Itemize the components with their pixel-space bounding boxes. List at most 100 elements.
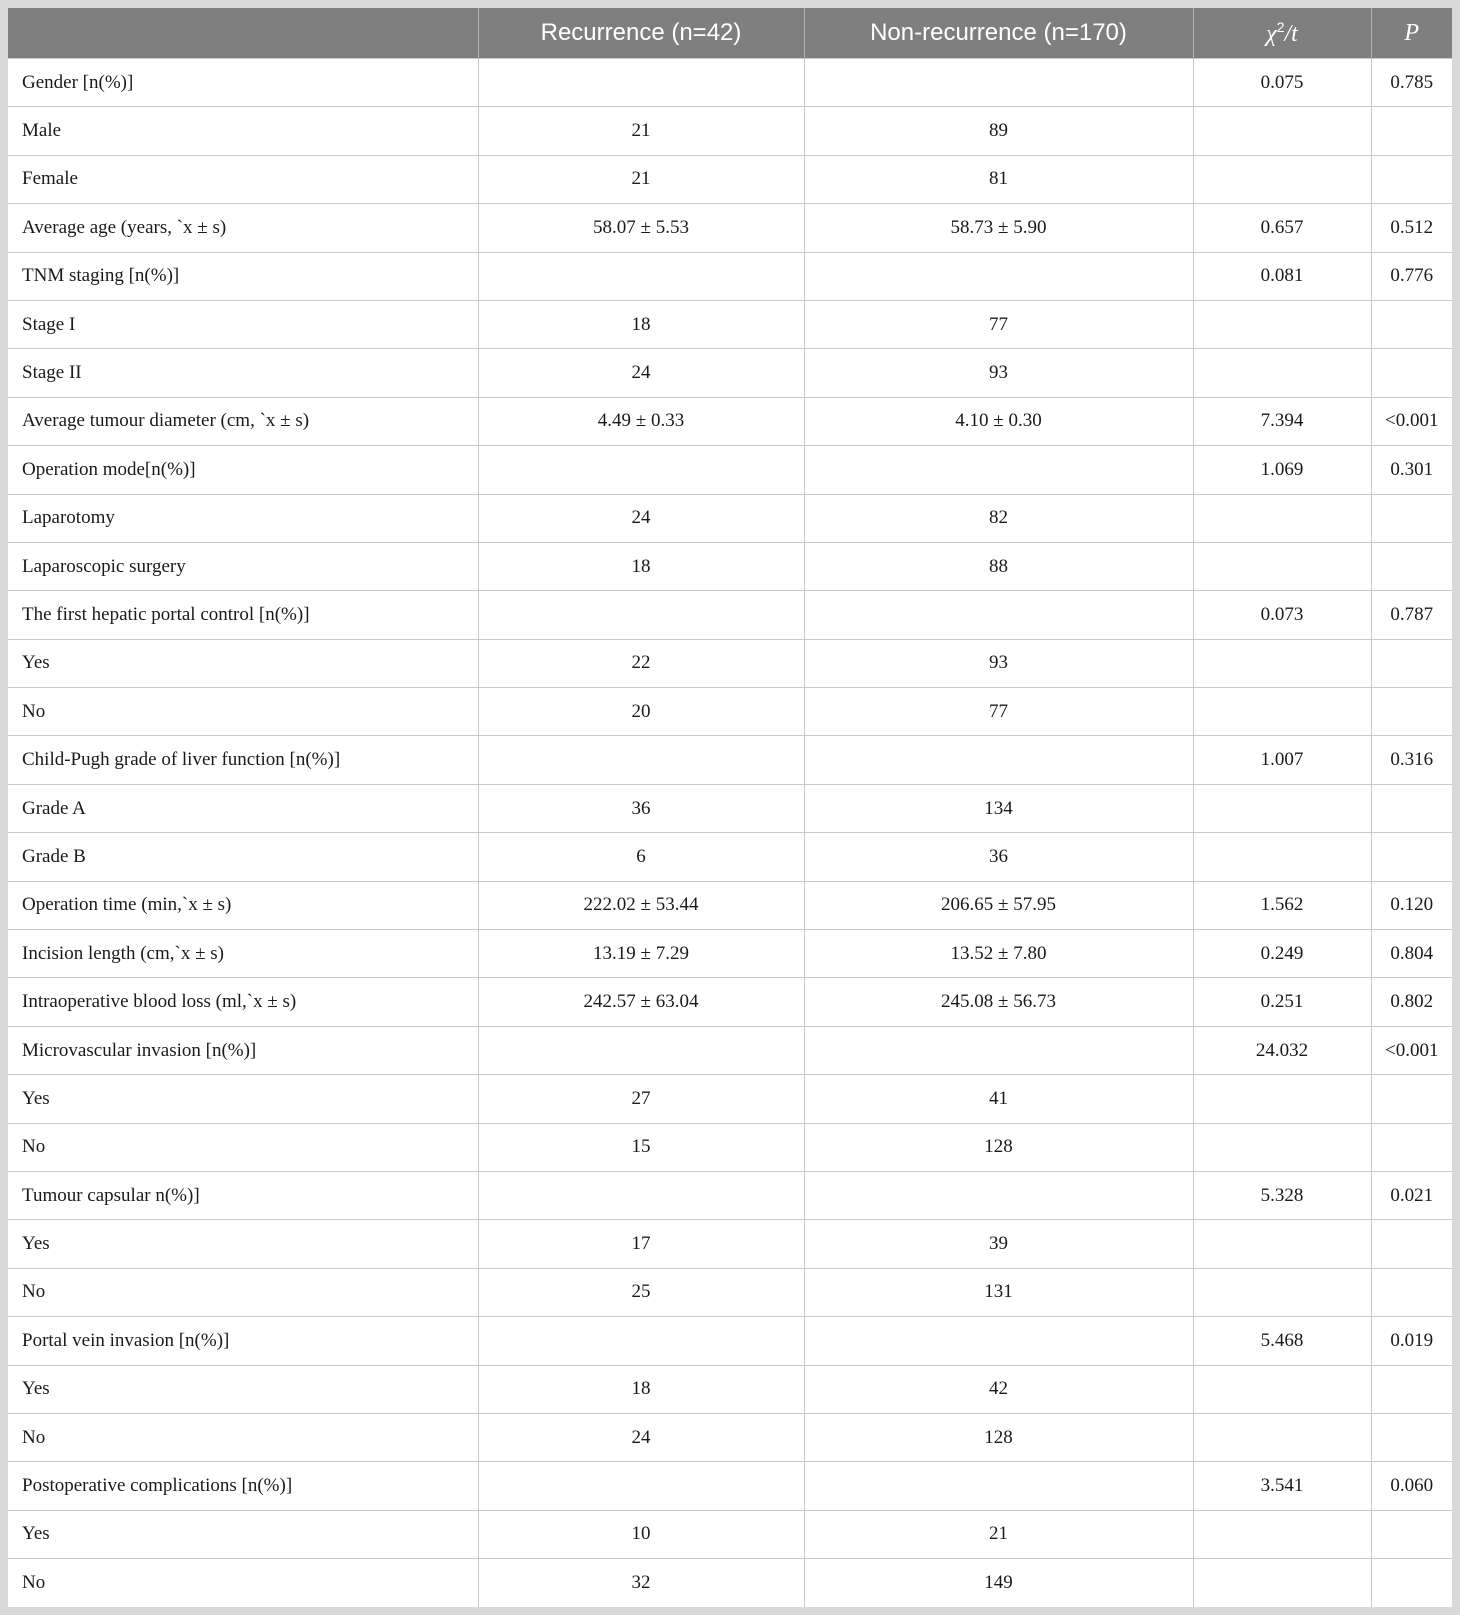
cell-p-value: 0.019 [1370,1316,1452,1366]
cell-statistic [1192,1122,1371,1172]
cell-p-value [1370,1074,1452,1124]
cell-statistic [1192,493,1371,543]
cell-variable: Yes [8,1364,478,1414]
cell-non-recurrence: 42 [803,1364,1193,1414]
cell-p-value [1370,1364,1452,1414]
table-row: Yes 10 21 [8,1509,1452,1559]
cell-statistic [1192,299,1371,349]
cell-non-recurrence [803,1170,1193,1220]
cell-statistic: 5.328 [1192,1170,1371,1220]
cell-statistic [1192,832,1371,882]
cell-statistic: 5.468 [1192,1316,1371,1366]
table-row: Intraoperative blood loss (ml,`x ± s) 242… [8,977,1452,1027]
table-row: The first hepatic portal control [n(%)] 0… [8,590,1452,640]
cell-p-value: <0.001 [1370,1025,1452,1075]
cell-variable: Male [8,106,478,156]
cell-statistic [1192,154,1371,204]
cell-variable: Female [8,154,478,204]
cell-variable: No [8,1558,478,1607]
cell-statistic: 0.081 [1192,251,1371,301]
cell-non-recurrence [803,445,1193,495]
cell-statistic [1192,783,1371,833]
cell-p-value [1370,1558,1452,1607]
cell-recurrence: 27 [477,1074,804,1124]
cell-recurrence: 20 [477,687,804,736]
cell-recurrence: 58.07 ± 5.53 [477,203,804,253]
cell-non-recurrence: 21 [803,1509,1193,1559]
cell-non-recurrence: 88 [803,541,1193,591]
cell-non-recurrence: 149 [803,1558,1193,1607]
cell-variable: Yes [8,1219,478,1269]
cell-recurrence: 24 [477,493,804,543]
cell-recurrence: 32 [477,1558,804,1607]
data-table: Recurrence (n=42) Non-recurrence (n=170)… [8,8,1452,1607]
cell-non-recurrence: 206.65 ± 57.95 [803,880,1193,930]
table-row: Operation time (min,`x ± s) 222.02 ± 53.4… [8,880,1452,930]
table-row: Yes 18 42 [8,1364,1452,1414]
header-recurrence: Recurrence (n=42) [477,8,804,59]
cell-variable: Laparoscopic surgery [8,541,478,591]
cell-recurrence: 22 [477,638,804,688]
cell-statistic: 7.394 [1192,396,1371,446]
cell-statistic: 0.657 [1192,203,1371,253]
cell-variable: Grade B [8,832,478,882]
table-row: Yes 22 93 [8,638,1452,688]
table-row: Postoperative complications [n(%)] 3.541 0… [8,1461,1452,1511]
cell-non-recurrence: 128 [803,1122,1193,1172]
cell-recurrence: 13.19 ± 7.29 [477,929,804,978]
cell-statistic [1192,1364,1371,1414]
cell-p-value [1370,638,1452,688]
table-row: Laparotomy 24 82 [8,493,1452,543]
cell-non-recurrence [803,590,1193,640]
cell-statistic [1192,638,1371,688]
cell-recurrence: 15 [477,1122,804,1172]
cell-statistic: 1.069 [1192,445,1371,495]
header-p-value: P [1370,8,1452,59]
cell-variable: No [8,687,478,736]
cell-variable: Stage II [8,348,478,398]
table-row: No 32 149 [8,1558,1452,1607]
header-stat-chi: χ [1266,20,1277,47]
cell-p-value [1370,1122,1452,1172]
cell-recurrence [477,590,804,640]
cell-statistic: 0.251 [1192,977,1371,1027]
table-row: Portal vein invasion [n(%)] 5.468 0.019 [8,1316,1452,1366]
cell-non-recurrence [803,251,1193,301]
cell-statistic: 0.073 [1192,590,1371,640]
cell-p-value [1370,687,1452,736]
cell-recurrence [477,1025,804,1075]
cell-p-value [1370,1219,1452,1269]
cell-variable: The first hepatic portal control [n(%)] [8,590,478,640]
cell-statistic [1192,1509,1371,1559]
cell-non-recurrence [803,1025,1193,1075]
cell-recurrence: 18 [477,541,804,591]
cell-p-value: 0.316 [1370,735,1452,785]
cell-recurrence: 222.02 ± 53.44 [477,880,804,930]
cell-statistic [1192,1074,1371,1124]
cell-p-value [1370,832,1452,882]
header-statistic: χ2/t [1192,8,1371,59]
cell-recurrence: 24 [477,1412,804,1462]
header-stat-superscript: 2 [1276,18,1285,35]
cell-variable: Tumour capsular n(%)] [8,1170,478,1220]
cell-variable: Microvascular invasion [n(%)] [8,1025,478,1075]
cell-non-recurrence [803,1316,1193,1366]
cell-variable: Portal vein invasion [n(%)] [8,1316,478,1366]
table-body: Gender [n(%)] 0.075 0.785 Male 21 89 Female 21 8… [8,57,1452,1607]
cell-p-value: 0.021 [1370,1170,1452,1220]
cell-variable: No [8,1412,478,1462]
cell-statistic: 24.032 [1192,1025,1371,1075]
cell-statistic [1192,1219,1371,1269]
cell-variable: Incision length (cm,`x ± s) [8,929,478,978]
cell-recurrence: 21 [477,154,804,204]
cell-non-recurrence: 77 [803,687,1193,736]
cell-recurrence: 10 [477,1509,804,1559]
cell-non-recurrence: 4.10 ± 0.30 [803,396,1193,446]
cell-variable: Postoperative complications [n(%)] [8,1461,478,1511]
table-row: Average tumour diameter (cm, `x ± s) 4.49… [8,396,1452,446]
cell-p-value [1370,493,1452,543]
cell-variable: Laparotomy [8,493,478,543]
cell-recurrence [477,57,804,107]
cell-p-value: 0.301 [1370,445,1452,495]
